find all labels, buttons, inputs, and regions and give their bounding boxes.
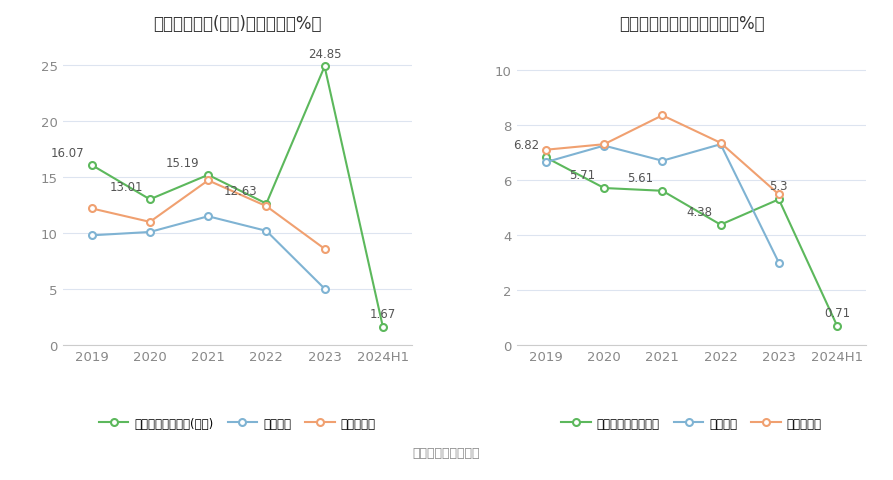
- Text: 24.85: 24.85: [308, 48, 341, 61]
- Text: 数据来源：恒生聚源: 数据来源：恒生聚源: [413, 446, 480, 459]
- Text: 15.19: 15.19: [166, 156, 199, 169]
- Legend: 公司投入资本回报率, 行业均值, 行业中位数: 公司投入资本回报率, 行业均值, 行业中位数: [556, 412, 827, 434]
- Text: 12.63: 12.63: [224, 185, 257, 198]
- Title: 净资产收益率(加权)历年情况（%）: 净资产收益率(加权)历年情况（%）: [153, 15, 321, 33]
- Text: 5.71: 5.71: [569, 169, 596, 182]
- Text: 4.38: 4.38: [686, 205, 712, 218]
- Text: 0.71: 0.71: [824, 306, 850, 319]
- Text: 13.01: 13.01: [109, 181, 143, 194]
- Text: 6.82: 6.82: [513, 138, 538, 151]
- Text: 5.3: 5.3: [770, 180, 789, 193]
- Title: 投入资本回报率历年情况（%）: 投入资本回报率历年情况（%）: [619, 15, 764, 33]
- Legend: 公司净资产收益率(加权), 行业均值, 行业中位数: 公司净资产收益率(加权), 行业均值, 行业中位数: [94, 412, 380, 434]
- Text: 1.67: 1.67: [370, 308, 396, 321]
- Text: 5.61: 5.61: [628, 171, 654, 184]
- Text: 16.07: 16.07: [51, 146, 85, 159]
